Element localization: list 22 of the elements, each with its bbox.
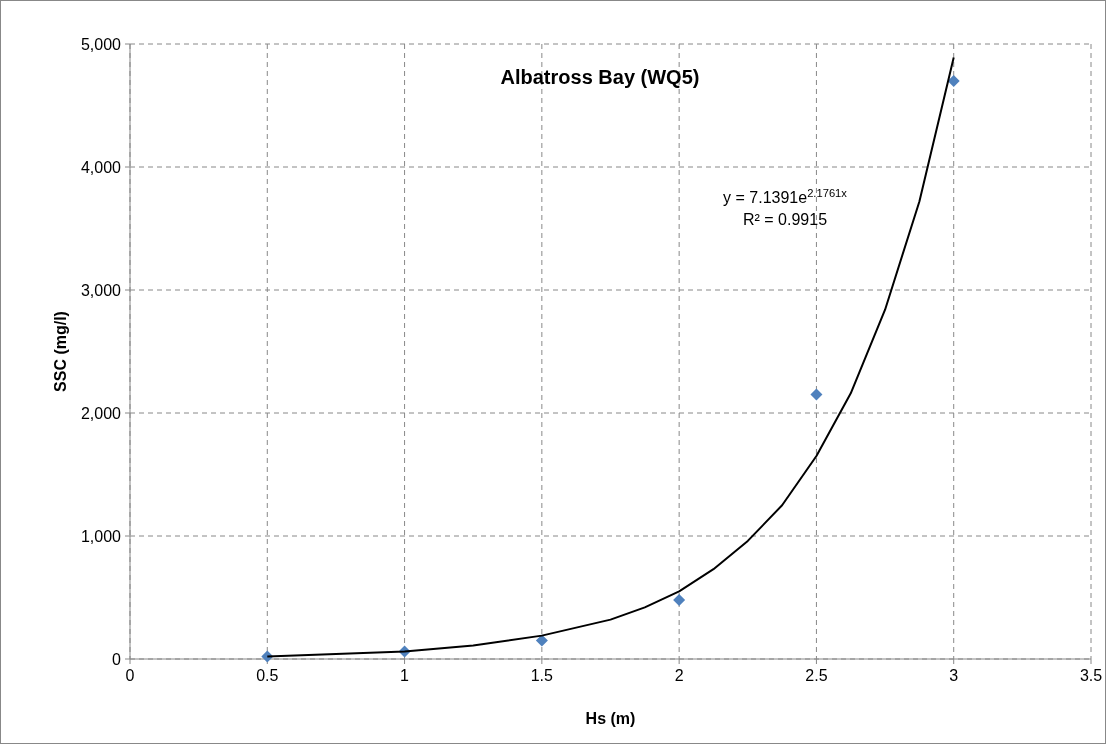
x-tick-label: 0 <box>125 667 135 684</box>
y-tick-label: 4,000 <box>80 159 122 176</box>
annotation: y = 7.1391e$^{2.1761x}$ <box>723 187 848 206</box>
y-tick-label: 2,000 <box>80 405 122 422</box>
x-tick-label: 3.5 <box>1079 667 1103 684</box>
y-tick-label: 1,000 <box>80 528 122 545</box>
x-tick-label: 1.5 <box>530 667 554 684</box>
y-tick-label: 0 <box>112 651 122 668</box>
point <box>535 634 548 647</box>
x-tick-label: 0.5 <box>256 667 279 684</box>
y-tick-label: 5,000 <box>80 36 122 53</box>
y-axis-title: SSC (mg/l) <box>52 311 69 392</box>
x-tick-label: 2.5 <box>805 667 828 684</box>
x-tick-label: 3 <box>949 667 959 684</box>
x-axis-title: Hs (m) <box>585 710 636 727</box>
x-tick-label: 2 <box>674 667 684 684</box>
x-tick-label: 1 <box>400 667 410 684</box>
point <box>810 388 823 401</box>
annotation: R² = 0.9915 <box>742 211 828 228</box>
y-tick-label: 3,000 <box>80 282 122 299</box>
text: Albatross Bay (WQ5) <box>500 66 700 88</box>
point <box>673 593 686 606</box>
